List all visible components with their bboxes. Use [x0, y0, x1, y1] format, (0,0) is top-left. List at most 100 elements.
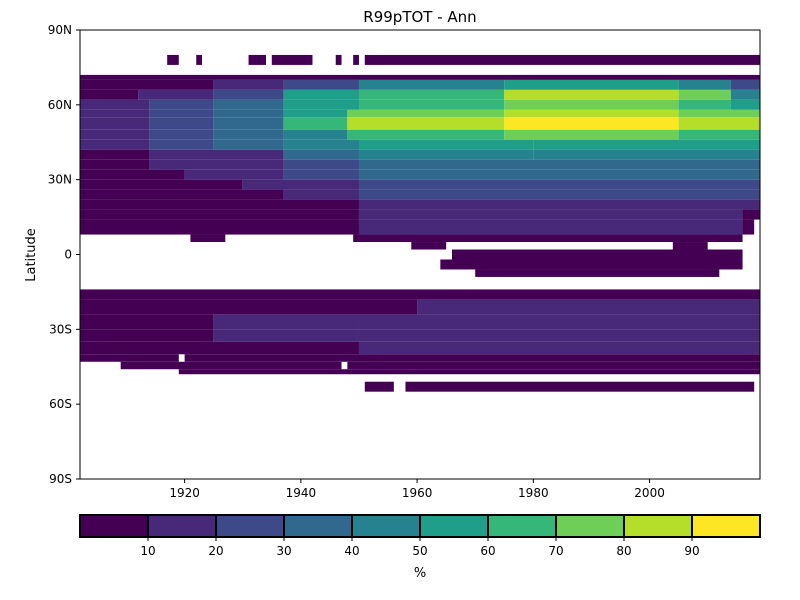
heatmap-cell: [358, 99, 505, 110]
heatmap-cell: [440, 259, 743, 270]
x-axis: 1920 1940 1960 1980 2000: [169, 479, 665, 500]
colorbar-tick-label: 10: [140, 544, 155, 558]
heatmap-cell: [347, 109, 505, 118]
heatmap-cell: [248, 54, 266, 65]
colorbar-tick-label: 30: [276, 544, 291, 558]
colorbar-tick-label: 90: [684, 544, 699, 558]
y-tick-label: 0: [64, 248, 72, 262]
colorbar-swatch: [79, 514, 149, 538]
heatmap-cell: [347, 129, 505, 140]
heatmap-cell: [213, 89, 284, 100]
heatmap-cell: [213, 139, 284, 150]
heatmap-cell: [283, 139, 359, 150]
heatmap-cell: [358, 89, 505, 100]
heatmap-cell: [358, 159, 760, 170]
x-tick-label: 1980: [518, 486, 549, 500]
heatmap-cell: [283, 89, 359, 100]
heatmap-cell: [184, 169, 284, 180]
heatmap-cell: [213, 314, 359, 330]
heatmap-cell: [80, 354, 179, 362]
heatmap-cell: [80, 199, 359, 210]
y-tick-label: 90N: [48, 23, 72, 37]
heatmap-cell: [742, 209, 760, 220]
y-tick-label: 30S: [49, 322, 72, 336]
heatmap-cell: [358, 189, 760, 200]
y-tick-label: 60N: [48, 98, 72, 112]
heatmap-cell: [678, 99, 731, 110]
heatmap-cell: [678, 117, 760, 130]
heatmap-cell: [504, 89, 679, 100]
heatmap-cell: [213, 117, 284, 130]
heatmap-cell: [364, 54, 760, 65]
colorbar-swatch: [351, 514, 421, 538]
heatmap-cell: [80, 179, 243, 190]
heatmap-cell: [533, 149, 760, 160]
heatmap-cell: [417, 299, 760, 315]
heatmap-cell: [533, 139, 760, 150]
heatmap-cell: [80, 169, 185, 180]
heatmap-cell: [80, 329, 214, 342]
heatmap-cell: [347, 361, 760, 370]
heatmap-cell: [358, 219, 743, 235]
heatmap-cell: [213, 129, 284, 140]
heatmap-cell: [80, 129, 150, 140]
y-tick-label: 60S: [49, 397, 72, 411]
heatmap-cell: [411, 242, 447, 250]
heatmap-cell: [149, 149, 284, 160]
x-tick-label: 2000: [634, 486, 665, 500]
heatmap-cell: [149, 129, 214, 140]
heatmap-cell: [335, 54, 342, 65]
colorbar-tick-label: 20: [208, 544, 223, 558]
heatmap-cell: [283, 169, 359, 180]
colorbar-swatch: [215, 514, 285, 538]
heatmap-cell: [213, 329, 359, 342]
heatmap-cell: [80, 289, 760, 300]
heatmap-cell: [213, 99, 284, 110]
heatmap-cell: [353, 234, 743, 243]
heatmap-cell: [358, 199, 760, 210]
heatmap-cell: [283, 159, 359, 170]
heatmap-cell: [178, 369, 761, 375]
colorbar-tick-label: 70: [548, 544, 563, 558]
heatmap-cell: [678, 129, 760, 140]
heatmap-cell: [80, 341, 359, 355]
heatmap-cell: [80, 159, 150, 170]
heatmap-cell: [672, 242, 708, 250]
heatmap-cell: [80, 209, 359, 220]
heatmap-cell: [80, 89, 139, 100]
heatmap-cell: [213, 109, 284, 118]
heatmap-cell: [242, 179, 359, 190]
heatmap-cell: [504, 109, 679, 118]
heatmap-cell: [271, 54, 313, 65]
heatmap-cell: [80, 99, 150, 110]
heatmap-cell: [358, 179, 760, 190]
heatmap-cell: [504, 99, 679, 110]
colorbar-swatch: [555, 514, 625, 538]
heatmap-cell: [730, 79, 760, 90]
heatmap-cell: [190, 234, 226, 243]
heatmap-cell: [678, 79, 731, 90]
heatmap-cell: [149, 117, 214, 130]
colorbar-swatch: [487, 514, 557, 538]
heatmap-cell: [358, 314, 760, 330]
heatmap-cell: [149, 159, 284, 170]
heatmap-cell: [80, 109, 150, 118]
heatmap: [80, 54, 761, 392]
x-tick-label: 1960: [402, 486, 433, 500]
heatmap-cell: [149, 109, 214, 118]
heatmap-cell: [504, 129, 679, 140]
heatmap-cell: [353, 54, 359, 65]
heatmap-cell: [730, 89, 760, 100]
colorbar-swatch: [283, 514, 353, 538]
colorbar-swatch: [419, 514, 489, 538]
heatmap-cell: [358, 341, 760, 355]
heatmap-cell: [405, 381, 755, 392]
heatmap-cell: [80, 79, 214, 90]
colorbar-tick-label: 80: [616, 544, 631, 558]
chart-title: R99pTOT - Ann: [363, 8, 476, 26]
heatmap-cell: [80, 139, 150, 150]
heatmap-cell: [358, 329, 760, 342]
heatmap-cell: [184, 354, 760, 362]
heatmap-cell: [283, 129, 348, 140]
